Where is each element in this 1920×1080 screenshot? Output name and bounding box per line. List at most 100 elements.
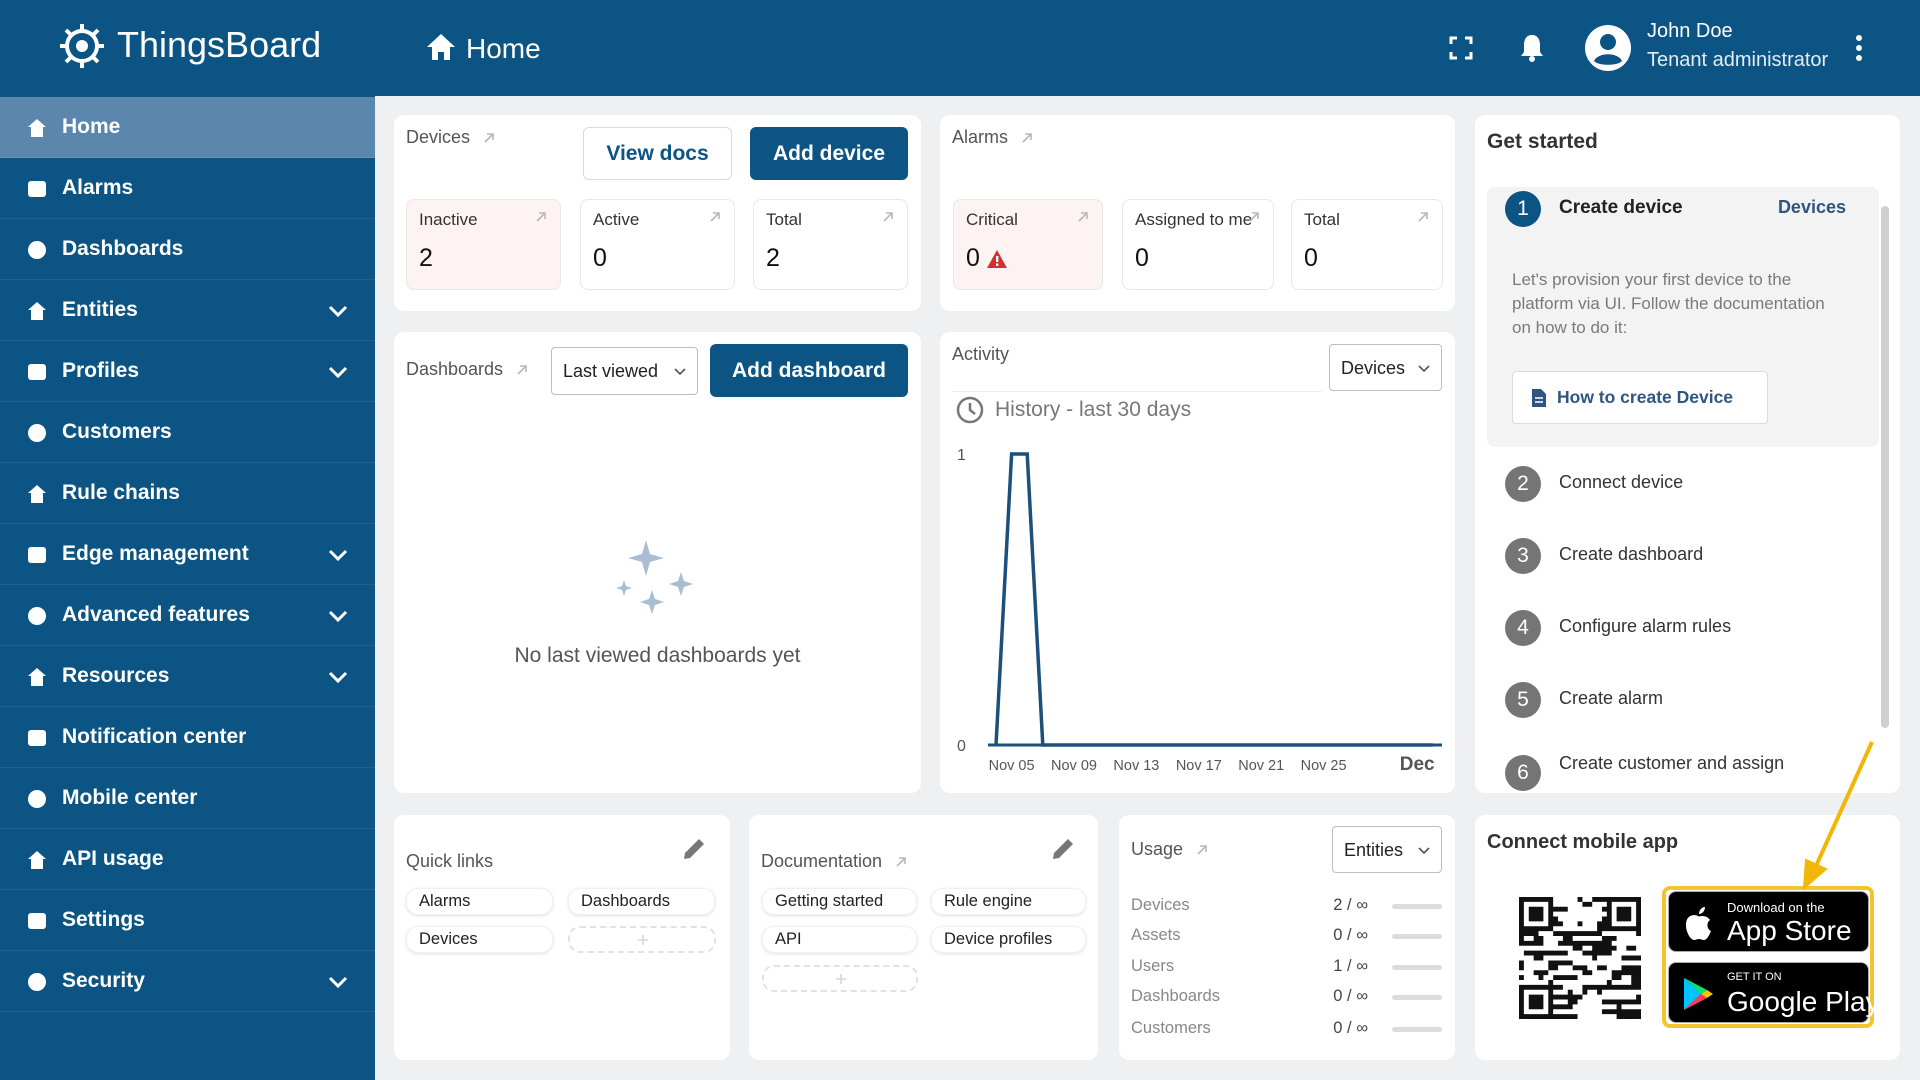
link-chip[interactable]: Rule engine bbox=[931, 888, 1086, 915]
open-link-icon bbox=[1022, 132, 1032, 143]
icon-shape bbox=[684, 839, 704, 859]
link-chip[interactable]: Getting started bbox=[762, 888, 917, 915]
add-link-button[interactable] bbox=[762, 965, 918, 992]
qr-code bbox=[1519, 897, 1641, 1019]
how-to-button[interactable]: How to create Device bbox=[1512, 371, 1768, 424]
nav-icon bbox=[28, 913, 46, 929]
step-title[interactable]: Create customer and assign bbox=[1559, 753, 1785, 773]
icon-shape bbox=[28, 607, 46, 625]
step-link[interactable]: Devices bbox=[1777, 197, 1846, 217]
step-title[interactable]: Create dashboard bbox=[1559, 544, 1704, 564]
home-icon bbox=[427, 34, 455, 60]
card-title-text: Usage bbox=[1131, 839, 1184, 859]
icon-shape bbox=[28, 485, 46, 503]
stat-box[interactable]: Critical 0 bbox=[953, 199, 1103, 290]
stat-label: Active bbox=[593, 210, 640, 229]
nav-item[interactable]: Edge management bbox=[0, 524, 375, 585]
nav-item[interactable]: Settings bbox=[0, 890, 375, 951]
icon-shape bbox=[28, 119, 46, 137]
clock-icon bbox=[956, 396, 984, 424]
stat-value-row: 2 bbox=[419, 244, 433, 273]
stat-box[interactable]: Inactive 2 bbox=[406, 199, 561, 290]
mobile-app-card: Connect mobile app Download on the App Sto… bbox=[1475, 815, 1900, 1060]
more-menu-button[interactable] bbox=[1853, 34, 1865, 62]
link-chip[interactable]: Device profiles bbox=[931, 926, 1086, 953]
nav-label: Notification center bbox=[62, 725, 247, 748]
nav-item[interactable]: API usage bbox=[0, 829, 375, 890]
step-title[interactable]: Configure alarm rules bbox=[1559, 616, 1732, 636]
select[interactable]: Entities bbox=[1332, 826, 1442, 873]
nav-item[interactable]: Advanced features bbox=[0, 585, 375, 646]
stat-box[interactable]: Assigned to me 0 bbox=[1122, 199, 1274, 290]
icon-shape bbox=[1535, 396, 1543, 403]
open-link-icon bbox=[883, 212, 893, 222]
select[interactable]: Last viewed bbox=[551, 347, 698, 395]
nav-icon bbox=[28, 241, 46, 259]
nav-item[interactable]: Notification center bbox=[0, 707, 375, 768]
add-link-button[interactable] bbox=[568, 926, 716, 953]
icon-shape bbox=[710, 212, 720, 222]
link-chip[interactable]: Dashboards bbox=[568, 888, 715, 915]
button[interactable]: Add dashboard bbox=[710, 344, 908, 397]
nav-expand-icon bbox=[328, 366, 348, 379]
nav-item[interactable]: Mobile center bbox=[0, 768, 375, 829]
icon-shape bbox=[1594, 54, 1622, 65]
card-title: Quick links bbox=[406, 851, 493, 872]
stat-box[interactable]: Active 0 bbox=[580, 199, 735, 290]
store-button[interactable]: Download on the App Store bbox=[1668, 891, 1869, 952]
nav-item[interactable]: Customers bbox=[0, 402, 375, 463]
store-logo bbox=[1684, 978, 1713, 1010]
nav-item[interactable]: Rule chains bbox=[0, 463, 375, 524]
icon-shape bbox=[1699, 907, 1705, 914]
usage-label: Dashboards bbox=[1131, 987, 1220, 1005]
empty-message: No last viewed dashboards yet bbox=[514, 644, 801, 667]
link-chip[interactable]: Alarms bbox=[406, 888, 553, 915]
button[interactable]: View docs bbox=[583, 127, 732, 180]
nav-icon bbox=[28, 790, 46, 808]
nav-icon bbox=[28, 547, 46, 563]
nav-item[interactable]: Resources bbox=[0, 646, 375, 707]
nav-item[interactable]: Profiles bbox=[0, 341, 375, 402]
nav-icon bbox=[28, 424, 46, 442]
step-title[interactable]: Create device bbox=[1559, 197, 1683, 218]
nav-label: Entities bbox=[62, 298, 138, 321]
notifications-button[interactable] bbox=[1518, 32, 1546, 64]
stat-box[interactable]: Total 0 bbox=[1291, 199, 1443, 290]
icon-shape bbox=[1078, 212, 1088, 222]
edit-button[interactable] bbox=[680, 835, 708, 863]
user-name[interactable]: John Doe bbox=[1647, 20, 1733, 42]
icon-shape bbox=[1197, 844, 1207, 855]
add-icon bbox=[638, 934, 648, 945]
divider bbox=[952, 391, 1322, 392]
edit-button[interactable] bbox=[1049, 835, 1077, 863]
critical-icon bbox=[986, 249, 1007, 268]
fullscreen-button[interactable] bbox=[1449, 36, 1473, 60]
store-button[interactable]: GET IT ON Google Play bbox=[1668, 962, 1880, 1023]
icon-shape bbox=[76, 40, 88, 52]
stat-box[interactable]: Total 2 bbox=[753, 199, 908, 290]
step-title[interactable]: Connect device bbox=[1559, 472, 1684, 492]
nav-label: Resources bbox=[62, 664, 170, 687]
icon-shape bbox=[616, 580, 632, 596]
open-link-icon bbox=[710, 212, 720, 222]
button[interactable]: Add device bbox=[750, 127, 908, 180]
nav-item[interactable]: Entities bbox=[0, 280, 375, 341]
select[interactable]: Devices bbox=[1329, 344, 1442, 391]
link-chip[interactable]: Devices bbox=[406, 926, 553, 953]
nav-item[interactable]: Alarms bbox=[0, 158, 375, 219]
nav-item[interactable]: Security bbox=[0, 951, 375, 1012]
activity-card: Activity Devices History - last 30 days 0 1 N… bbox=[940, 332, 1455, 793]
nav-item[interactable]: Home bbox=[0, 97, 375, 158]
stat-value-row: 0 bbox=[966, 244, 1008, 273]
icon-shape bbox=[1249, 212, 1259, 222]
link-chip[interactable]: API bbox=[762, 926, 917, 953]
select-value: Last viewed bbox=[563, 361, 659, 381]
icon-shape bbox=[995, 255, 999, 262]
x-tick-label: Nov 25 bbox=[1301, 758, 1347, 774]
nav-icon bbox=[28, 364, 46, 380]
activity-line bbox=[994, 452, 1433, 747]
step-title[interactable]: Create alarm bbox=[1559, 688, 1664, 708]
activity-chart: 0 1 Nov 05 Nov 09 Nov 13 Nov 17 Nov 21 Nov 25 De… bbox=[957, 447, 1442, 775]
nav-item[interactable]: Dashboards bbox=[0, 219, 375, 280]
usage-bar bbox=[1392, 1027, 1442, 1032]
